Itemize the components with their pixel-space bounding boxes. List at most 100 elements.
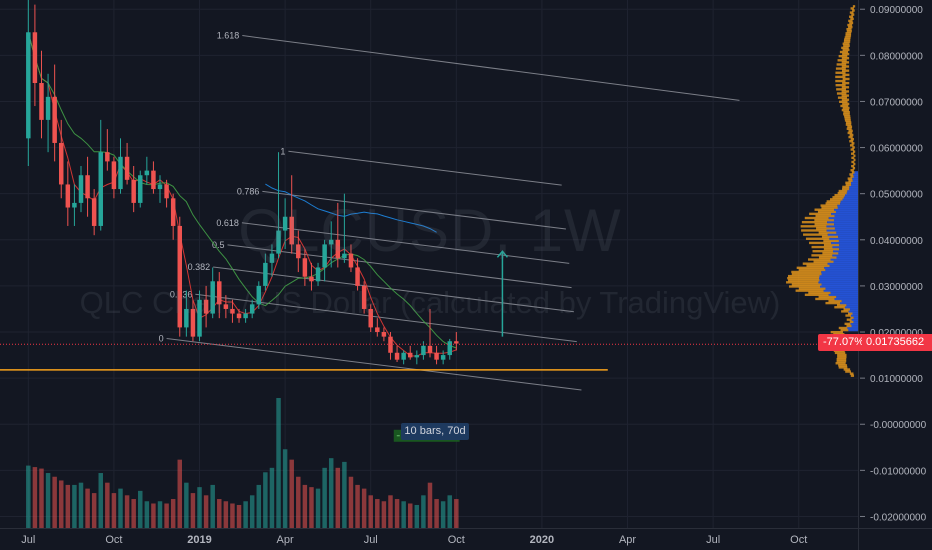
fib-label: 0.618 (216, 218, 239, 228)
profile-bar-sell (841, 61, 850, 64)
profile-bar-buy (823, 289, 858, 292)
candle-body (269, 253, 275, 263)
profile-bar-sell (837, 191, 847, 195)
profile-bar-sell (809, 212, 832, 216)
candle-body (368, 308, 373, 328)
profile-bar-buy (834, 227, 858, 230)
profile-bar-sell (842, 42, 850, 45)
candle-body (256, 285, 262, 305)
profile-bar-sell (847, 23, 853, 27)
profile-bar-sell (848, 129, 853, 133)
fib-label: 1 (280, 146, 285, 156)
profile-bar-sell (847, 125, 853, 128)
candle-body (276, 230, 281, 254)
profile-bar-sell (818, 295, 837, 299)
profile-bar-sell (850, 175, 854, 178)
profile-bar-buy (825, 268, 858, 272)
profile-bar-sell (846, 27, 852, 31)
candle-body (65, 184, 71, 208)
profile-bar-sell (844, 36, 851, 39)
time-axis[interactable]: Jul Oct 2019 Apr Jul Oct 2020 Apr Jul Oct (0, 528, 932, 547)
x-tick-label: Oct (448, 534, 465, 546)
profile-bar-sell (834, 306, 845, 309)
profile-bar-sell (849, 11, 854, 14)
profile-bar-sell (835, 362, 846, 365)
profile-bar-sell (791, 270, 822, 274)
profile-bar-buy (836, 295, 858, 299)
profile-bar-sell (853, 162, 856, 166)
profile-bar-buy (832, 254, 858, 257)
price-axis[interactable]: 0.09000000 0.08000000 0.07000000 0.06000000… (858, 0, 927, 550)
profile-bar-sell (830, 330, 843, 334)
volume-bar (223, 501, 229, 528)
volume-bar (342, 461, 347, 528)
profile-bar-buy (849, 185, 858, 189)
candles[interactable] (26, 0, 459, 365)
y-tick-label: 0.04000000 (870, 236, 923, 247)
y-tick-label: 0.09000000 (870, 5, 923, 16)
profile-bar-sell (816, 227, 835, 230)
profile-bar-sell (825, 301, 841, 305)
x-tick-label: Oct (790, 534, 807, 546)
profile-bar-buy (839, 247, 858, 251)
candle-body (98, 152, 103, 226)
moving-average-line (27, 32, 457, 349)
profile-bar-buy (847, 189, 858, 193)
x-tick-label: Jul (21, 534, 35, 546)
candle-body (434, 352, 439, 360)
volume-bar (98, 473, 103, 528)
profile-bar-sell (849, 133, 854, 137)
volume-bar (427, 482, 433, 528)
profile-bar-buy (837, 206, 858, 209)
candle-body (85, 175, 90, 199)
candle-body (223, 304, 229, 309)
volume-bar (118, 488, 123, 528)
fib-line (242, 35, 740, 101)
profile-bar-sell (844, 38, 851, 41)
profile-bar-buy (845, 193, 858, 197)
profile-bar-sell (845, 183, 852, 187)
candle-body (164, 184, 169, 199)
profile-bar-sell (818, 231, 837, 234)
volume-bar (447, 495, 452, 528)
fib-line (227, 244, 572, 289)
profile-bar-sell (851, 152, 855, 155)
grid (0, 0, 858, 528)
volume-bar (368, 495, 373, 528)
profile-bar-sell (844, 117, 851, 120)
profile-bar-sell (804, 216, 829, 220)
fib-label: 1.618 (217, 31, 240, 41)
volume-bar (190, 493, 196, 528)
profile-bar-sell (850, 7, 854, 10)
candle-body (144, 170, 150, 176)
volume-bar (131, 499, 136, 528)
volume-bar (45, 473, 51, 528)
profile-bar-sell (850, 316, 854, 319)
fib-label: 0.5 (212, 240, 225, 250)
profile-bar-buy (829, 237, 858, 240)
profile-bar-sell (805, 237, 830, 240)
profile-bar-sell (837, 96, 847, 99)
profile-bar-sell (852, 150, 856, 153)
x-tick-label: Apr (619, 534, 636, 546)
candle-body (282, 216, 288, 231)
volume-bar (454, 499, 459, 528)
profile-bar-buy (832, 250, 858, 253)
moving-average-line (265, 183, 437, 233)
volume-bar (322, 467, 327, 528)
profile-bar-sell (848, 135, 853, 139)
profile-bar-buy (819, 274, 858, 278)
profile-bar-buy (852, 179, 858, 182)
profile-bar-sell (796, 266, 825, 270)
profile-bar-sell (852, 146, 855, 149)
profile-bar-buy (821, 272, 858, 276)
profile-bar-sell (842, 73, 850, 77)
profile-bar-sell (836, 92, 847, 95)
volume-bar (72, 484, 77, 528)
candle-body (335, 239, 341, 259)
profile-bar-buy (853, 320, 858, 323)
candle-body (39, 83, 44, 120)
profile-bar-sell (838, 364, 848, 367)
